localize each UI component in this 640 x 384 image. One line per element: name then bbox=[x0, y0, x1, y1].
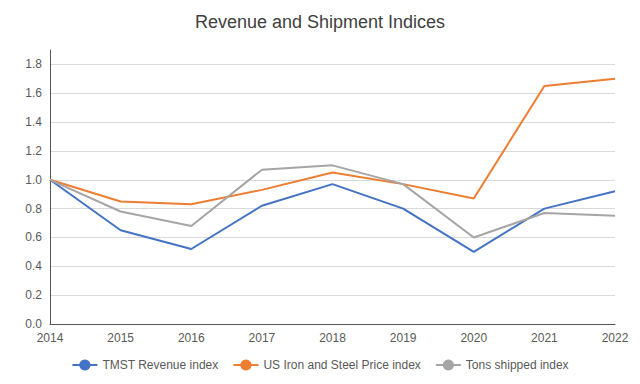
svg-text:1.8: 1.8 bbox=[25, 57, 42, 71]
svg-text:2014: 2014 bbox=[37, 331, 64, 345]
svg-text:1.4: 1.4 bbox=[25, 115, 42, 129]
svg-text:2015: 2015 bbox=[107, 331, 134, 345]
svg-text:2019: 2019 bbox=[390, 331, 417, 345]
svg-text:2016: 2016 bbox=[178, 331, 205, 345]
svg-text:2018: 2018 bbox=[319, 331, 346, 345]
svg-text:1.0: 1.0 bbox=[25, 173, 42, 187]
svg-text:TMST Revenue index: TMST Revenue index bbox=[102, 358, 218, 372]
svg-text:1.6: 1.6 bbox=[25, 86, 42, 100]
svg-text:0.8: 0.8 bbox=[25, 202, 42, 216]
svg-text:2021: 2021 bbox=[531, 331, 558, 345]
svg-text:1.2: 1.2 bbox=[25, 144, 42, 158]
svg-text:US Iron and Steel Price index: US Iron and Steel Price index bbox=[263, 358, 420, 372]
svg-text:0.6: 0.6 bbox=[25, 230, 42, 244]
svg-text:0.2: 0.2 bbox=[25, 288, 42, 302]
svg-text:2020: 2020 bbox=[460, 331, 487, 345]
svg-text:0.4: 0.4 bbox=[25, 259, 42, 273]
svg-text:2022: 2022 bbox=[602, 331, 629, 345]
svg-text:Revenue and Shipment Indices: Revenue and Shipment Indices bbox=[195, 12, 445, 32]
svg-text:0.0: 0.0 bbox=[25, 317, 42, 331]
svg-text:Tons shipped index: Tons shipped index bbox=[466, 358, 569, 372]
svg-text:2017: 2017 bbox=[249, 331, 276, 345]
